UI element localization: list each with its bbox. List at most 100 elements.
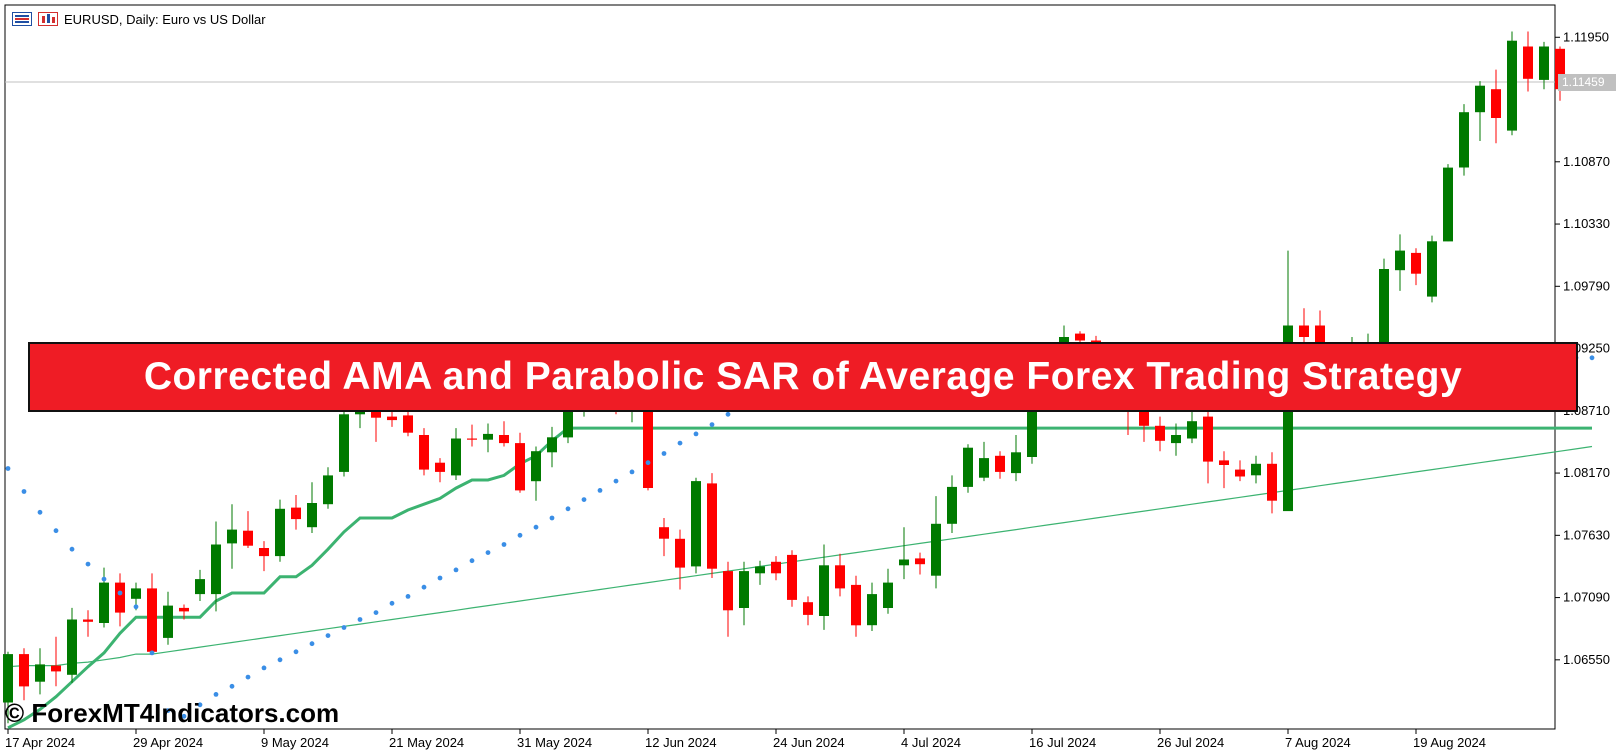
candle-body [691, 481, 701, 567]
x-tick-label: 21 May 2024 [389, 735, 464, 750]
candle-body [499, 435, 509, 444]
candle-body [755, 566, 765, 574]
candle-body [1267, 463, 1277, 501]
sar-dot [517, 532, 523, 538]
y-tick-label: 1.10870 [1563, 154, 1610, 169]
candle-body [451, 438, 461, 476]
candle-body [1251, 463, 1261, 476]
candle-body [659, 527, 669, 539]
sar-dot [629, 469, 635, 475]
candle-body [547, 437, 557, 453]
sar-dot [117, 590, 123, 596]
strategy-banner: Corrected AMA and Parabolic SAR of Avera… [28, 342, 1578, 412]
candle-body [803, 602, 813, 615]
sar-dot [181, 713, 187, 719]
sar-dot [725, 411, 731, 417]
sar-dot [373, 610, 379, 615]
sar-dot [533, 524, 539, 530]
indicator-line-0 [7, 426, 1592, 730]
candle-body [275, 508, 285, 557]
candle-body [1427, 241, 1437, 297]
sar-dot [1589, 355, 1595, 361]
sar-dot [661, 451, 667, 456]
ama-long-layer [7, 426, 1592, 730]
sar-dot [469, 558, 475, 564]
candle-body [515, 443, 525, 491]
candle-body [227, 529, 237, 544]
sar-dot [485, 550, 491, 555]
candle-body [131, 588, 141, 599]
sar-dot [277, 657, 283, 663]
x-tick-label: 9 May 2024 [261, 735, 329, 750]
candle-body [995, 455, 1005, 472]
candle-body [83, 619, 93, 622]
sar-dot [293, 649, 299, 655]
candle-body [1555, 48, 1565, 90]
candle-body [531, 451, 541, 482]
sar-dot [709, 422, 715, 427]
candle-body [1299, 325, 1309, 337]
candle-body [1219, 460, 1229, 465]
sar-dot [677, 440, 683, 446]
candle-body [1187, 421, 1197, 439]
sar-dot [549, 515, 555, 521]
sar-dot [133, 604, 139, 610]
x-tick-label: 26 Jul 2024 [1157, 735, 1224, 750]
sar-dot [197, 702, 203, 708]
x-tick-label: 4 Jul 2024 [901, 735, 961, 750]
candle-body [1283, 325, 1293, 512]
candle-body [67, 619, 77, 675]
candle-body [51, 665, 61, 672]
candle-body [147, 588, 157, 652]
candle-body [291, 507, 301, 520]
x-tick-label: 7 Aug 2024 [1285, 735, 1351, 750]
sar-dot [69, 546, 75, 552]
time-axis[interactable]: 17 Apr 2024 29 Apr 2024 9 May 2024 21 May 2… [5, 729, 1486, 750]
candle-body [979, 458, 989, 478]
candle-body [259, 548, 269, 557]
sar-dot [565, 506, 571, 512]
sar-dot [645, 460, 651, 466]
candle-body [1011, 452, 1021, 474]
price-axis[interactable]: 1.119501.108701.103301.097901.092501.087… [1555, 29, 1610, 667]
sar-dot [53, 528, 59, 534]
candle-body [1315, 325, 1325, 351]
y-tick-label: 1.10330 [1563, 216, 1610, 231]
candle-body [899, 559, 909, 566]
sar-dot [309, 641, 315, 647]
candle-body [19, 654, 29, 687]
sar-dot [453, 567, 459, 573]
y-tick-label: 1.11950 [1563, 29, 1609, 44]
candle-body [307, 503, 317, 528]
candle-body [323, 475, 333, 505]
sar-dot [501, 542, 507, 547]
sar-dot [37, 509, 43, 515]
sar-dot [85, 561, 91, 567]
y-tick-label: 1.07090 [1563, 590, 1610, 605]
candle-body [819, 565, 829, 616]
x-tick-label: 16 Jul 2024 [1029, 735, 1096, 750]
sar-dot [437, 575, 443, 581]
candle-body [211, 544, 221, 595]
candle-body [739, 571, 749, 608]
candle-body [35, 664, 45, 682]
candle-body [851, 584, 861, 626]
candle-body [243, 530, 253, 546]
chart-icon[interactable] [38, 12, 58, 26]
x-tick-label: 29 Apr 2024 [133, 735, 203, 750]
candle-body [1539, 46, 1549, 80]
sar-dot [405, 594, 411, 599]
candle-body [99, 582, 109, 623]
candle-body [947, 486, 957, 524]
candle-body [1027, 394, 1037, 457]
candle-body [963, 447, 973, 487]
candle-body [1203, 416, 1213, 462]
sar-dot [213, 692, 219, 697]
sar-dot [101, 576, 107, 582]
candle-body [1491, 89, 1501, 118]
candle-body [467, 438, 477, 440]
sar-dot [357, 617, 363, 622]
menu-icon[interactable] [12, 12, 32, 26]
candle-body [115, 582, 125, 613]
candle-body [387, 416, 397, 421]
